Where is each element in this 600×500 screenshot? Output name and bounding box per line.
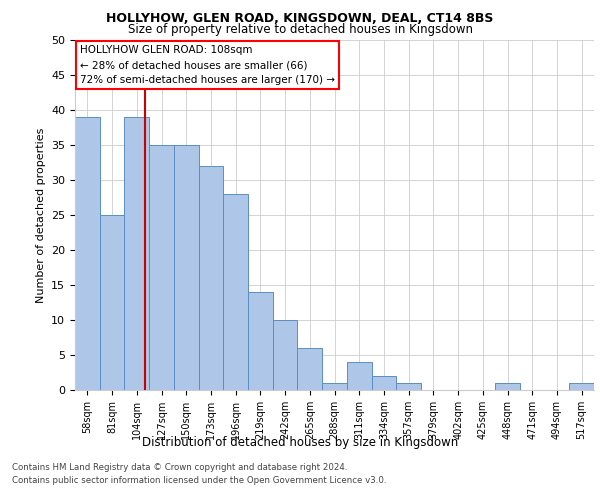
Text: HOLLYHOW, GLEN ROAD, KINGSDOWN, DEAL, CT14 8BS: HOLLYHOW, GLEN ROAD, KINGSDOWN, DEAL, CT… xyxy=(106,12,494,26)
Text: Contains public sector information licensed under the Open Government Licence v3: Contains public sector information licen… xyxy=(12,476,386,485)
Bar xyxy=(75,117,100,390)
Bar xyxy=(149,145,174,390)
Text: Contains HM Land Registry data © Crown copyright and database right 2024.: Contains HM Land Registry data © Crown c… xyxy=(12,464,347,472)
Bar xyxy=(298,348,322,390)
Bar xyxy=(100,215,124,390)
Text: Distribution of detached houses by size in Kingsdown: Distribution of detached houses by size … xyxy=(142,436,458,449)
Text: HOLLYHOW GLEN ROAD: 108sqm
← 28% of detached houses are smaller (66)
72% of semi: HOLLYHOW GLEN ROAD: 108sqm ← 28% of deta… xyxy=(80,46,335,85)
Bar xyxy=(199,166,223,390)
Bar xyxy=(569,383,594,390)
Bar xyxy=(273,320,298,390)
Bar xyxy=(322,383,347,390)
Bar xyxy=(223,194,248,390)
Bar xyxy=(174,145,199,390)
Bar xyxy=(248,292,273,390)
Bar xyxy=(396,383,421,390)
Y-axis label: Number of detached properties: Number of detached properties xyxy=(35,128,46,302)
Bar xyxy=(371,376,396,390)
Text: Size of property relative to detached houses in Kingsdown: Size of property relative to detached ho… xyxy=(128,22,473,36)
Bar xyxy=(124,117,149,390)
Bar xyxy=(347,362,371,390)
Bar xyxy=(495,383,520,390)
